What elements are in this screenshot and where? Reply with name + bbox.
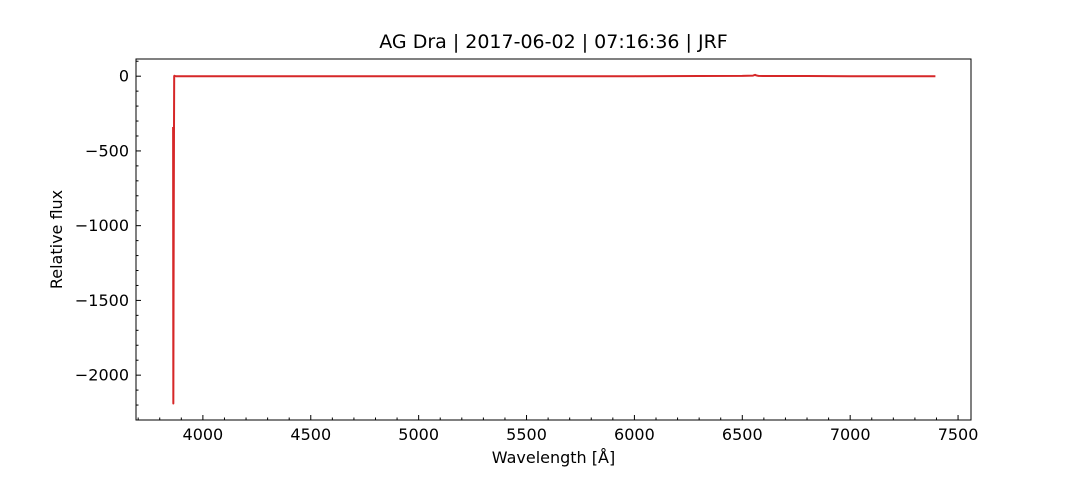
chart-title: AG Dra | 2017-06-02 | 07:16:36 | JRF [379, 31, 727, 53]
x-tick-label: 6500 [722, 425, 763, 444]
y-tick-label: −1000 [75, 216, 129, 235]
y-axis-label: Relative flux [47, 190, 66, 289]
x-axis: 4000 4500 5000 5500 6000 6500 7000 7500 [137, 415, 979, 444]
x-tick-label: 4500 [290, 425, 331, 444]
plot-area [172, 73, 936, 405]
x-tick-label: 6000 [614, 425, 655, 444]
spectrum-line [172, 73, 936, 405]
y-tick-label: −2000 [75, 366, 129, 385]
x-tick-label: 5500 [506, 425, 547, 444]
x-tick-label: 7000 [830, 425, 871, 444]
y-tick-label: 0 [119, 67, 129, 86]
y-tick-label: −500 [85, 141, 129, 160]
y-axis: 0 −500 −1000 −1500 −2000 [75, 60, 141, 421]
x-tick-label: 7500 [938, 425, 979, 444]
x-tick-label: 4000 [183, 425, 224, 444]
x-tick-label: 5000 [398, 425, 439, 444]
plot-frame [135, 58, 972, 421]
x-axis-label: Wavelength [Å] [492, 448, 615, 467]
y-tick-label: −1500 [75, 291, 129, 310]
